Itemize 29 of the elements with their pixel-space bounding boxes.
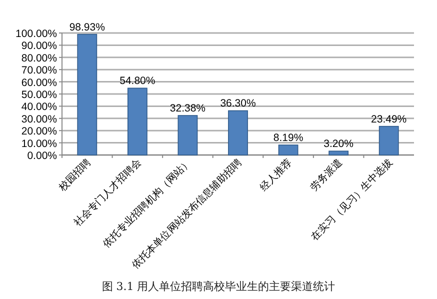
y-tick-label: 40.00%	[21, 101, 57, 114]
y-tick-label: 60.00%	[21, 76, 57, 89]
data-label: 3.20%	[324, 138, 354, 150]
y-tick-label: 70.00%	[21, 64, 57, 77]
y-tick-label: 80.00%	[21, 52, 57, 64]
bar	[378, 126, 399, 156]
x-tick-label: 校园招聘	[56, 156, 94, 194]
y-tick-label: 90.00%	[21, 40, 57, 52]
x-tick-label: 经人推荐	[258, 156, 294, 194]
bar	[127, 88, 148, 156]
data-label: 54.80%	[120, 75, 156, 88]
y-tick-label: 30.00%	[21, 113, 57, 126]
bar	[278, 144, 298, 156]
data-label: 8.19%	[273, 132, 304, 144]
data-label: 23.49%	[371, 113, 407, 126]
data-label: 98.93%	[69, 21, 105, 34]
bar	[77, 34, 98, 156]
bar	[178, 115, 198, 156]
bar	[228, 110, 248, 156]
y-tick-label: 50.00%	[21, 89, 57, 101]
y-tick-label: 100.00%	[16, 28, 57, 40]
y-tick-label: 0.00%	[27, 150, 57, 162]
bar	[328, 150, 349, 156]
x-tick-label: 劳务派遣	[308, 156, 345, 194]
caption: 图 3.1 用人单位招聘高校毕业生的主要渠道统计	[102, 280, 336, 293]
data-label: 32.38%	[170, 102, 206, 114]
y-tick-label: 20.00%	[21, 126, 57, 138]
y-tick-label: 10.00%	[21, 138, 57, 150]
data-label: 36.30%	[220, 98, 256, 110]
